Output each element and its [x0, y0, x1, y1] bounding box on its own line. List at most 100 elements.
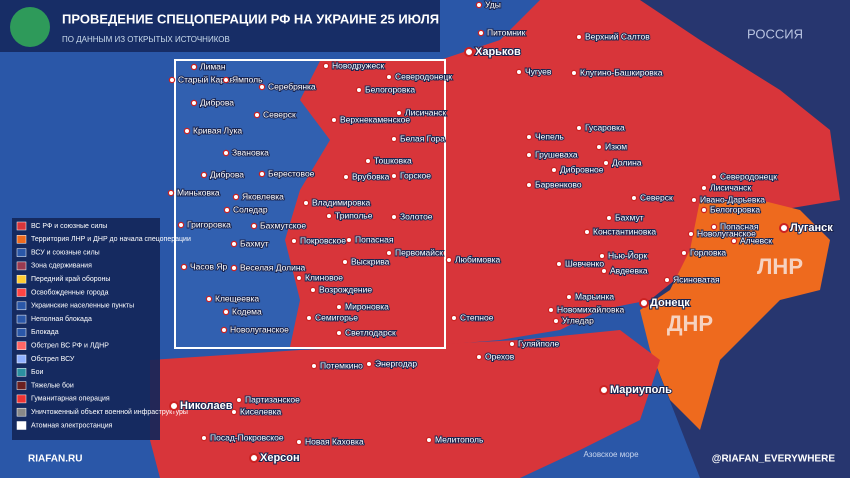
place-label: Барвенково: [535, 179, 582, 189]
place-label: Донецк: [650, 297, 690, 309]
place-label: Попасная: [355, 234, 394, 244]
legend-swatch: [16, 274, 27, 284]
place-label: Врубовка: [352, 171, 390, 181]
legend-label: Передний край обороны: [31, 275, 110, 283]
place-label: Выскрива: [351, 256, 390, 266]
place-label: Изюм: [605, 141, 627, 151]
town-marker: [390, 135, 398, 143]
town-marker: [232, 193, 240, 201]
town-marker: [235, 396, 243, 404]
place-label: Клугино-Башкировка: [580, 67, 663, 77]
town-marker: [342, 173, 350, 181]
place-label: Звановка: [232, 147, 269, 157]
town-marker: [477, 29, 485, 37]
place-label: Николаев: [180, 400, 233, 412]
town-marker: [595, 143, 603, 151]
header-bg: [0, 0, 440, 52]
town-marker: [200, 171, 208, 179]
town-marker: [599, 385, 609, 395]
town-marker: [583, 228, 591, 236]
town-marker: [205, 295, 213, 303]
town-marker: [290, 237, 298, 245]
subtitle: ПО ДАННЫМ ИЗ ОТКРЫТЫХ ИСТОЧНИКОВ: [62, 35, 230, 44]
legend-label: Бои: [31, 369, 43, 376]
place-label: Ямполь: [232, 74, 263, 84]
town-marker: [605, 214, 613, 222]
town-marker: [177, 221, 185, 229]
legend-label: Территория ЛНР и ДНР до начала спецопера…: [31, 236, 191, 243]
legend-label: Обстрел ВС РФ и ЛДНР: [31, 342, 109, 350]
place-label: Новая Каховка: [305, 436, 364, 446]
town-marker: [630, 194, 638, 202]
town-marker: [475, 1, 483, 9]
legend-label: Атомная электростанция: [31, 422, 113, 429]
place-label: Долина: [612, 157, 642, 167]
town-marker: [508, 340, 516, 348]
place-label: Ивано-Дарьевка: [700, 194, 765, 204]
town-marker: [395, 109, 403, 117]
town-marker: [515, 68, 523, 76]
place-label: Гусаровка: [585, 122, 625, 132]
logo: [10, 7, 50, 47]
place-label: Покровское: [300, 235, 346, 245]
place-label: Мелитополь: [435, 434, 484, 444]
place-label: Лисичанск: [710, 182, 751, 192]
town-marker: [710, 173, 718, 181]
town-marker: [700, 206, 708, 214]
town-marker: [445, 256, 453, 264]
title: ПРОВЕДЕНИЕ СПЕЦОПЕРАЦИИ РФ НА УКРАИНЕ 25…: [62, 11, 439, 26]
legend-label: Гуманитарная операция: [31, 396, 110, 403]
place-label: Херсон: [260, 452, 300, 464]
town-marker: [547, 306, 555, 314]
legend-swatch: [16, 235, 27, 244]
town-marker: [330, 116, 338, 124]
place-label: Новодружеск: [332, 60, 384, 70]
place-label: Первомайск: [395, 247, 443, 257]
town-marker: [230, 408, 238, 416]
legend-bg: [12, 218, 160, 440]
town-marker: [302, 199, 310, 207]
place-label: Грушеваха: [535, 149, 578, 159]
town-marker: [335, 303, 343, 311]
legend-swatch: [16, 394, 27, 404]
place-label: Возрождение: [319, 284, 372, 294]
legend-swatch: [16, 407, 27, 417]
legend-label: Уничтоженный объект военной инфраструкту…: [31, 408, 188, 416]
place-label: Семигорье: [315, 312, 358, 322]
town-marker: [253, 111, 261, 119]
place-label: Питомник: [487, 27, 526, 37]
town-marker: [305, 314, 313, 322]
town-marker: [425, 436, 433, 444]
place-label: Тошковка: [374, 155, 412, 165]
place-label: Бахмут: [615, 212, 644, 222]
place-label: Триполье: [335, 210, 373, 220]
town-marker: [680, 249, 688, 257]
place-label: Мариуполь: [610, 384, 672, 396]
place-label: Дибровное: [560, 164, 604, 174]
place-label: Диброва: [200, 97, 234, 107]
town-marker: [600, 267, 608, 275]
town-marker: [385, 249, 393, 257]
town-marker: [555, 260, 563, 268]
occupied-south: [150, 330, 660, 478]
place-label: Яковлевка: [242, 191, 284, 201]
legend-label: Украинские населенные пункты: [31, 303, 134, 310]
place-label: Новолуганское: [230, 324, 289, 334]
place-label: Партизанское: [245, 394, 300, 404]
watermark: РОССИЯ: [747, 26, 803, 41]
town-marker: [575, 33, 583, 41]
town-marker: [220, 326, 228, 334]
place-label: Лиман: [200, 61, 226, 71]
town-marker: [598, 252, 606, 260]
town-marker: [310, 362, 318, 370]
town-marker: [222, 76, 230, 84]
town-marker: [168, 76, 176, 84]
place-label: Григоровка: [187, 219, 231, 229]
place-label: Попасная: [720, 221, 759, 231]
town-marker: [450, 314, 458, 322]
town-marker: [700, 184, 708, 192]
legend-swatch: [16, 261, 27, 271]
place-label: Авдеевка: [610, 265, 648, 275]
place-label: Харьков: [475, 46, 521, 58]
